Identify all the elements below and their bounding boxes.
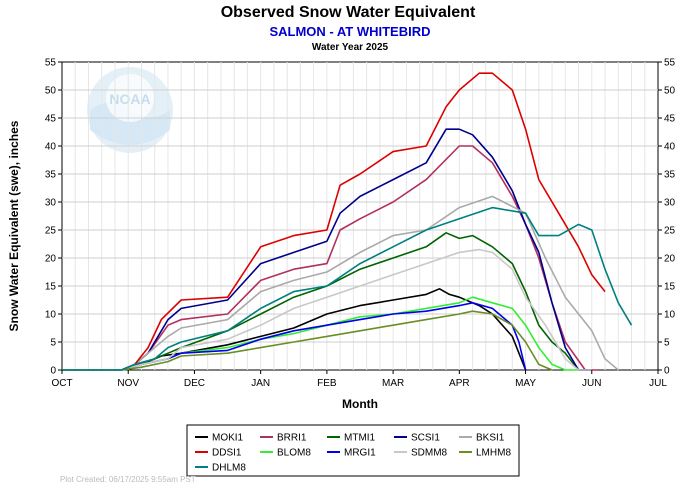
noaa-logo-text: NOAA [109, 91, 150, 107]
series-line-bksi1 [62, 195, 619, 371]
y-axis-right: 0 5 10 15 20 25 30 35 40 45 50 55 [658, 58, 676, 377]
y-tick-label: 45 [45, 114, 57, 125]
y-tick-label-right: 35 [664, 170, 676, 181]
y-tick-label-right: 50 [664, 86, 676, 97]
y-tick-label-right: 15 [664, 282, 676, 293]
y-tick-label-right: 55 [664, 58, 676, 69]
x-tick-label: OCT [51, 378, 72, 389]
series-line-ddsi1 [62, 72, 606, 371]
x-tick-label: NOV [117, 378, 139, 389]
noaa-logo-bird [106, 74, 154, 122]
legend: MOKI1 BRRI1 MTMI1 SCSI1 BKSI1 DDSI1 BLOM8 MRGI1… [195, 433, 511, 474]
legend-label-mrgi1: MRGI1 [344, 448, 376, 459]
y-tick-label: 10 [45, 310, 57, 321]
y-tick-label-right: 5 [664, 338, 670, 349]
y-tick-label: 40 [45, 142, 57, 153]
y-tick-label-right: 40 [664, 142, 676, 153]
x-tick-label: JAN [251, 378, 270, 389]
series-line-lmhm8 [62, 310, 553, 371]
y-tick-label-right: 20 [664, 254, 676, 265]
legend-label-brri1: BRRI1 [277, 433, 307, 444]
series-line-dhlm8 [62, 206, 633, 371]
legend-label-bksi1: BKSI1 [476, 433, 505, 444]
legend-label-ddsi1: DDSI1 [212, 448, 242, 459]
x-tick-label: DEC [184, 378, 205, 389]
x-axis-label: Month [342, 397, 378, 411]
x-tick-label: FEB [317, 378, 337, 389]
chart-title: Observed Snow Water Equivalent [221, 4, 476, 21]
series-line-scsi1 [62, 128, 592, 371]
series-line-sdmm8 [62, 248, 592, 371]
x-tick-label: JUL [649, 378, 667, 389]
y-tick-label: 35 [45, 170, 57, 181]
y-tick-label: 15 [45, 282, 57, 293]
x-axis: OCT NOV DEC JAN FEB MAR APR MAY JUN JUL [51, 370, 667, 389]
legend-box [186, 424, 520, 477]
y-tick-label-right: 10 [664, 310, 676, 321]
legend-label-mtmi1: MTMI1 [344, 433, 376, 444]
x-tick-label: MAY [515, 378, 536, 389]
y-tick-label: 50 [45, 86, 57, 97]
y-tick-label: 30 [45, 198, 57, 209]
noaa-logo-wave [90, 102, 170, 145]
series-line-moki1 [62, 287, 527, 371]
x-tick-label: APR [449, 378, 470, 389]
chart-water-year: Water Year 2025 [312, 42, 389, 53]
series-lines [62, 72, 633, 371]
y-tick-label-right: 30 [664, 198, 676, 209]
legend-label-scsi1: SCSI1 [411, 433, 440, 444]
x-tick-label: JUN [582, 378, 601, 389]
y-tick-label: 55 [45, 58, 57, 69]
y-axis-left: 0 5 10 15 20 25 30 35 40 45 50 55 [45, 58, 62, 377]
series-line-mtmi1 [62, 232, 592, 371]
y-tick-label-right: 0 [664, 366, 670, 377]
series-line-mrgi1 [62, 301, 527, 371]
noaa-logo: NOAA [87, 67, 173, 153]
y-tick-label: 25 [45, 226, 57, 237]
legend-label-sdmm8: SDMM8 [411, 448, 448, 459]
plot-area [61, 61, 659, 371]
chart-subtitle: SALMON - AT WHITEBIRD [269, 24, 430, 39]
legend-label-moki1: MOKI1 [212, 433, 244, 444]
plot-created-footer: Plot Created: 06/17/2025 9:55am PST [60, 475, 196, 484]
x-tick-label: MAR [382, 378, 404, 389]
y-tick-label: 5 [50, 338, 56, 349]
legend-label-dhlm8: DHLM8 [212, 463, 246, 474]
legend-label-blom8: BLOM8 [277, 448, 311, 459]
y-tick-label: 20 [45, 254, 57, 265]
y-tick-label-right: 25 [664, 226, 676, 237]
legend-label-lmhm8: LMHM8 [476, 448, 511, 459]
y-axis-label: Snow Water Equivalent (swe), inches [7, 120, 21, 331]
y-tick-label: 0 [50, 366, 56, 377]
y-tick-label-right: 45 [664, 114, 676, 125]
